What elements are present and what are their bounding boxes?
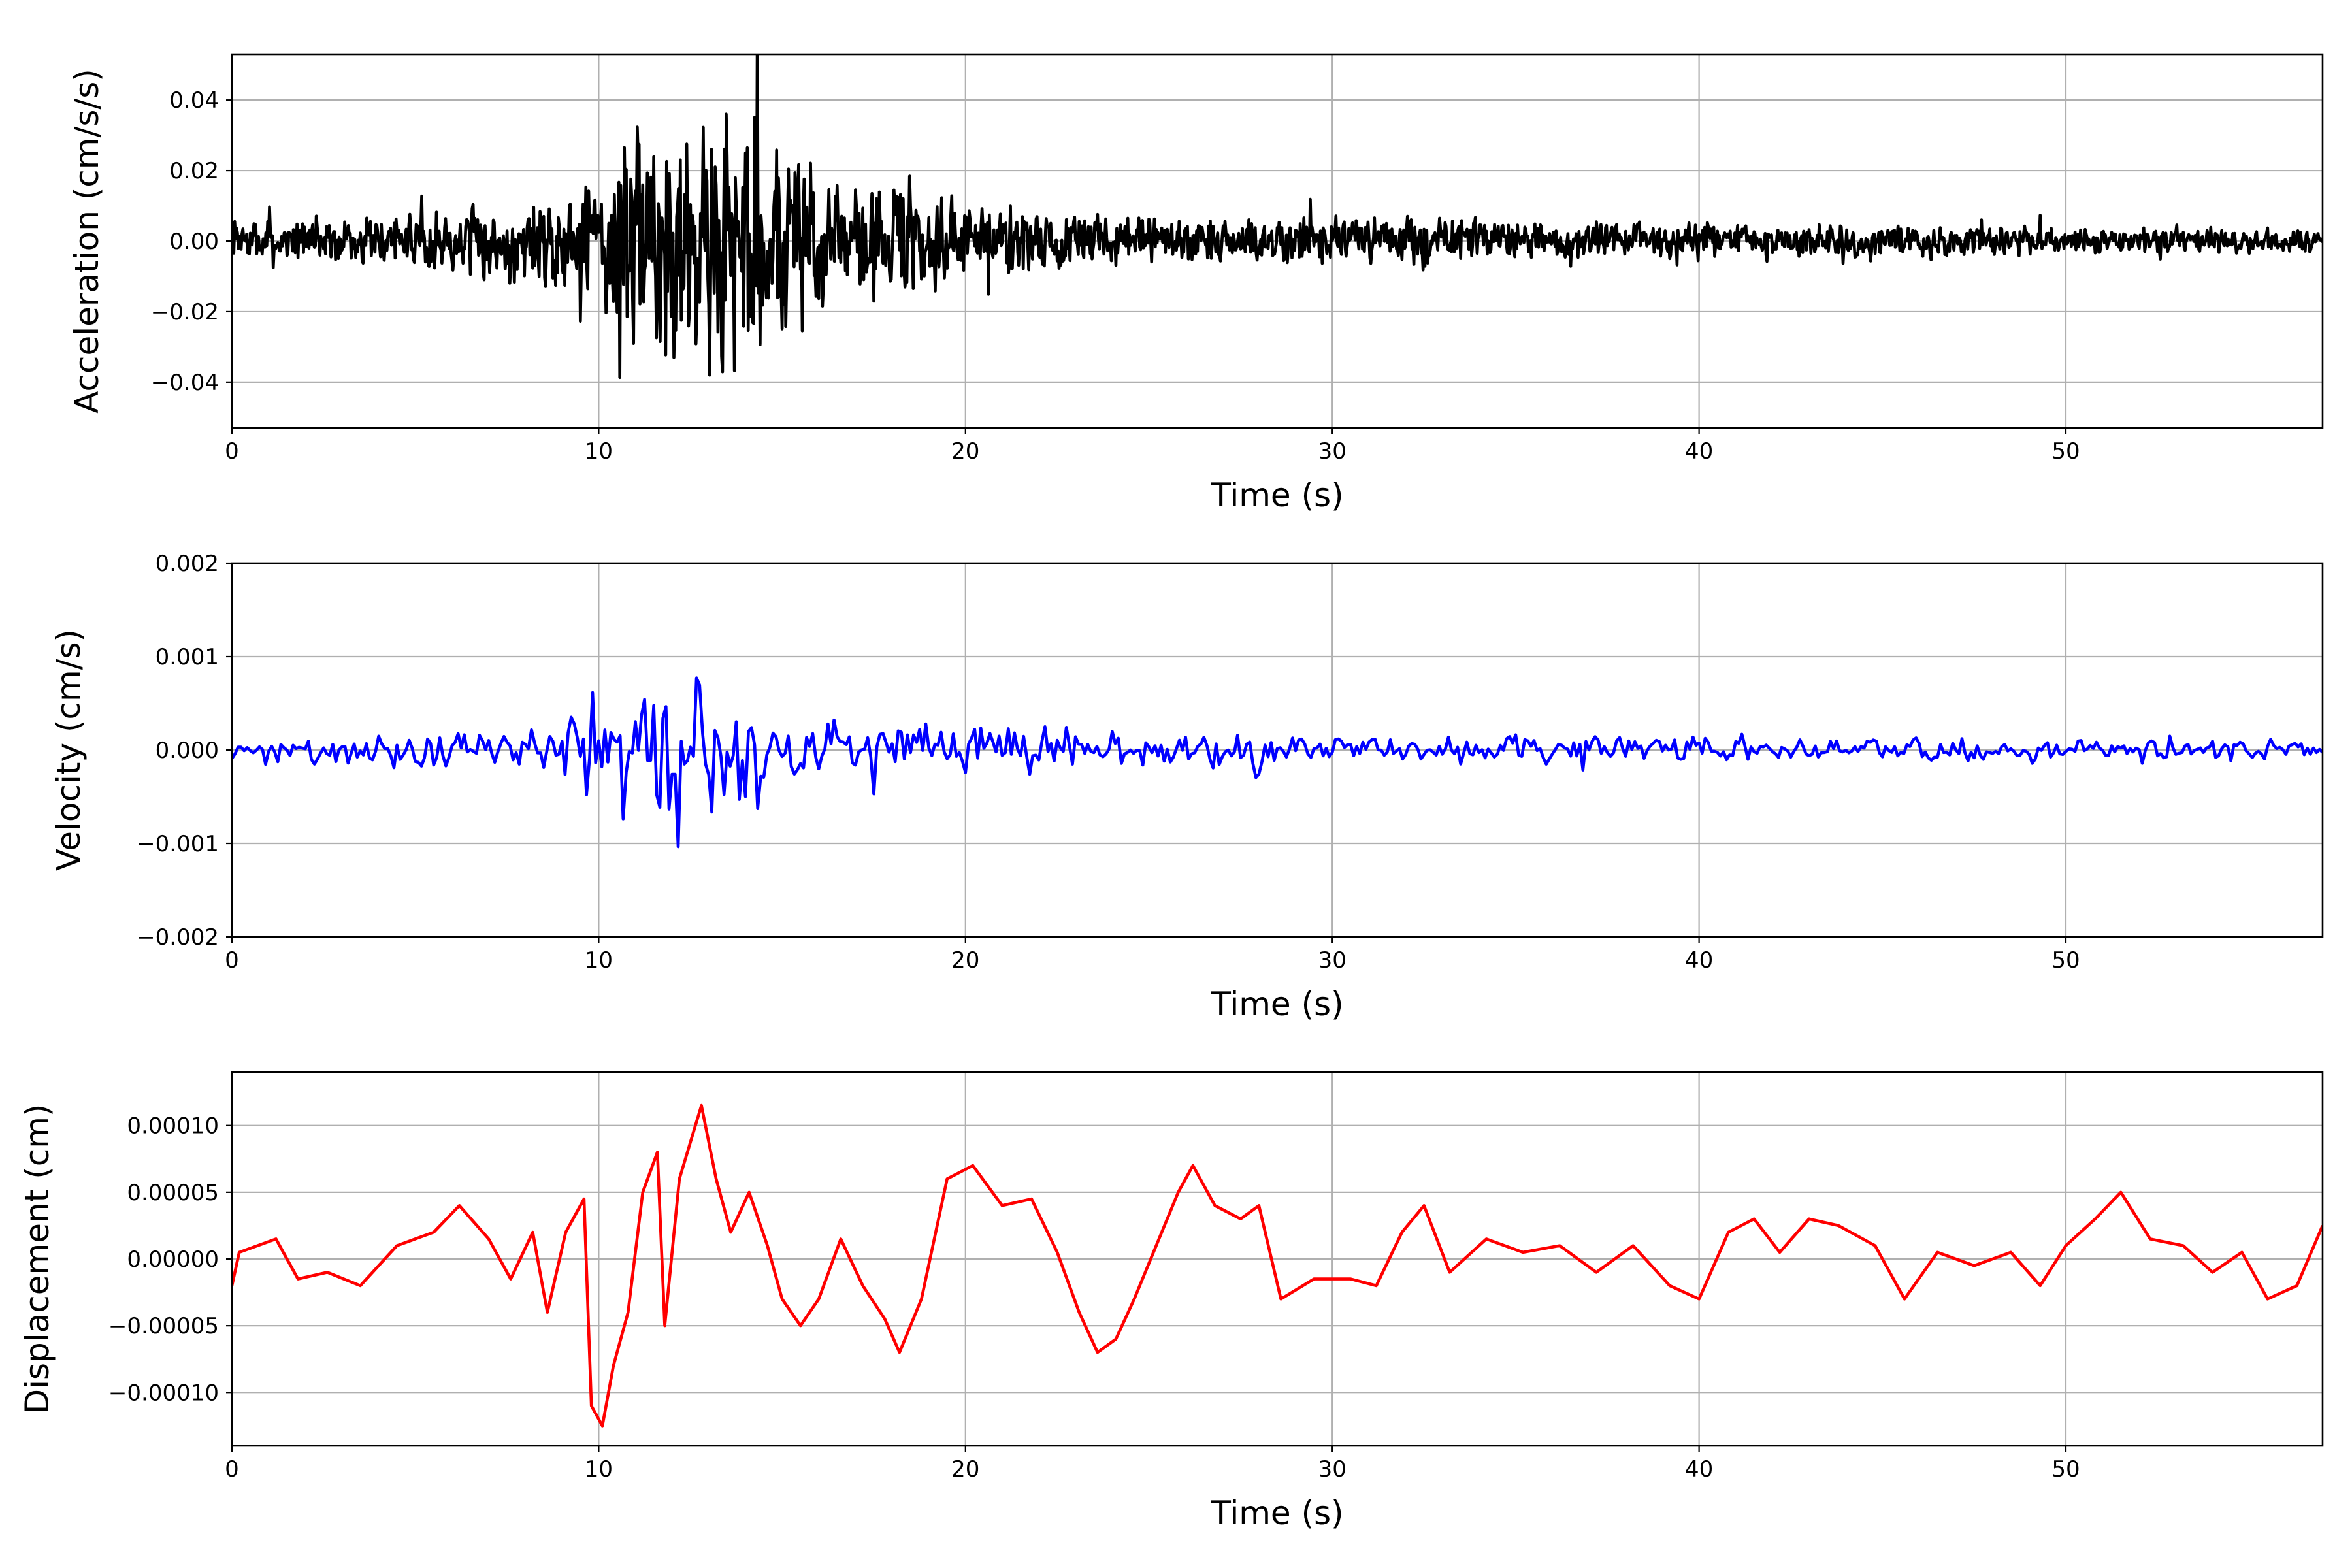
displacement-x-ticks: 0 10 20 30 40 50 [225,1446,2080,1482]
velocity-series-line [232,676,2323,849]
velocity-y-axis-title: Velocity (cm/s) [50,629,88,871]
velocity-y-tick-label: 0.001 [155,644,219,670]
displacement-y-axis-title: Displacement (cm) [18,1104,56,1414]
acceleration-y-tick-label: −0.04 [151,370,219,396]
displacement-grid [231,1072,2323,1446]
displacement-series-line [232,1103,2323,1428]
displacement-x-tick-label: 40 [1685,1456,1713,1482]
acceleration-y-tick-label: 0.00 [169,229,219,255]
acceleration-x-tick-label: 40 [1685,438,1713,465]
displacement-y-ticks: −0.00010 −0.00005 0.00000 0.00005 0.00010 [108,1113,232,1406]
displacement-y-tick-label: −0.00005 [108,1313,219,1339]
acceleration-x-tick-label: 10 [585,438,613,465]
velocity-x-axis-title: Time (s) [1210,985,1343,1023]
displacement-x-tick-label: 50 [2051,1456,2080,1482]
displacement-y-tick-label: −0.00010 [108,1380,219,1406]
displacement-y-tick-label: 0.00010 [127,1113,219,1139]
acceleration-x-tick-label: 0 [225,438,239,465]
velocity-x-ticks: 0 10 20 30 40 50 [225,937,2080,973]
displacement-x-axis-title: Time (s) [1210,1494,1343,1532]
acceleration-x-tick-label: 30 [1318,438,1347,465]
acceleration-y-ticks: −0.04 −0.02 0.00 0.02 0.04 [151,88,232,396]
velocity-x-tick-label: 20 [951,947,979,973]
acceleration-plot-area [232,54,2323,380]
displacement-panel: 0 10 20 30 40 50 −0.00010 −0.00005 0.00000 0.000… [18,1071,2324,1532]
acceleration-y-tick-label: 0.02 [169,158,219,184]
displacement-x-tick-label: 0 [225,1456,239,1482]
velocity-y-tick-label: 0.002 [155,551,219,577]
acceleration-y-tick-label: −0.02 [151,299,219,325]
velocity-x-tick-label: 40 [1685,947,1713,973]
displacement-y-tick-label: 0.00000 [127,1247,219,1273]
velocity-x-tick-label: 30 [1318,947,1347,973]
acceleration-y-tick-label: 0.04 [169,88,219,114]
velocity-y-ticks: −0.002 −0.001 0.000 0.001 0.002 [137,551,232,951]
displacement-x-tick-label: 10 [585,1456,613,1482]
acceleration-x-axis-title: Time (s) [1210,476,1343,514]
acceleration-x-ticks: 0 10 20 30 40 50 [225,428,2080,465]
acceleration-panel: 0 10 20 30 40 50 −0.04 −0.02 0.00 0.02 0.04 Time … [68,53,2324,514]
displacement-x-tick-label: 30 [1318,1456,1347,1482]
velocity-x-tick-label: 10 [585,947,613,973]
velocity-x-tick-label: 0 [225,947,239,973]
velocity-y-tick-label: −0.001 [137,831,219,857]
acceleration-x-tick-label: 20 [951,438,979,465]
velocity-x-tick-label: 50 [2051,947,2080,973]
velocity-y-tick-label: 0.000 [155,738,219,764]
displacement-y-tick-label: 0.00005 [127,1180,219,1206]
acceleration-series-line [232,54,2323,380]
velocity-panel: 0 10 20 30 40 50 −0.002−0.0010.0000.0010.002 … [50,551,2324,1023]
acceleration-x-tick-label: 50 [2051,438,2080,465]
velocity-y-tick-label: −0.002 [137,924,219,951]
displacement-x-tick-label: 20 [951,1456,979,1482]
displacement-plot-area [232,1103,2323,1428]
acceleration-y-axis-title: Acceleration (cm/s/s) [68,69,106,414]
velocity-plot-area [232,676,2323,849]
